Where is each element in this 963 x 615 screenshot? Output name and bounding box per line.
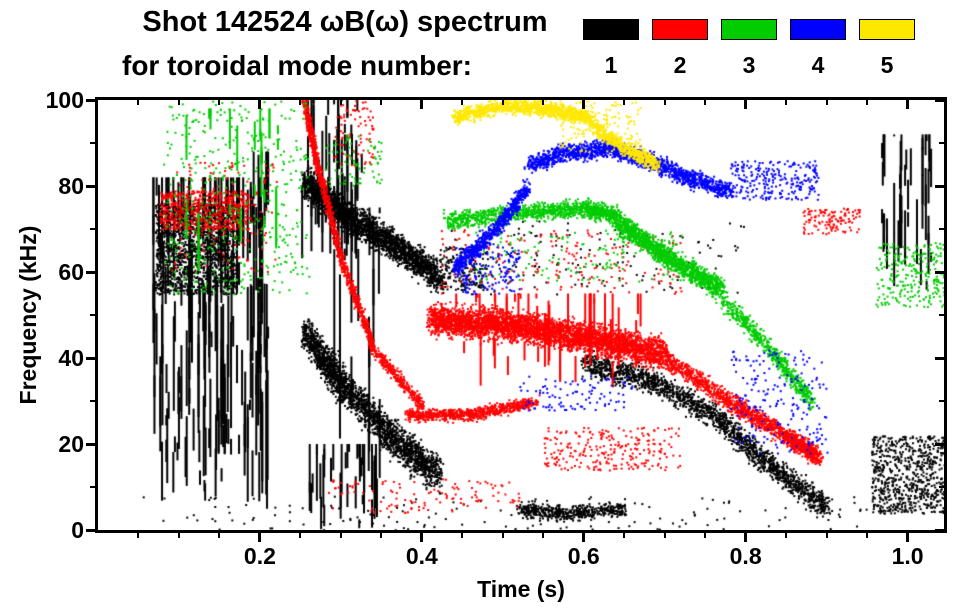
x-minor-tick-bottom [663,533,666,538]
spectrum-canvas [98,100,944,530]
x-minor-tick-bottom [339,533,342,538]
y-major-tick-right [935,528,944,532]
x-major-tick-bottom [906,533,910,542]
y-minor-tick-left [90,228,95,230]
legend-number-2: 2 [673,52,687,78]
y-minor-tick-right [939,314,944,316]
legend-number-3: 3 [742,52,756,78]
x-minor-tick-top [177,100,180,105]
y-major-tick-left [86,184,95,188]
x-minor-tick-bottom [380,533,383,538]
y-major-tick-right [935,442,944,446]
y-tick-label: 0 [71,517,84,543]
x-minor-tick-bottom [623,533,626,538]
x-major-tick-bottom [420,533,424,542]
x-minor-tick-top [501,100,504,105]
y-tick-label: 60 [58,259,84,285]
legend-swatch-4 [790,19,846,40]
x-minor-tick-bottom [137,533,140,538]
y-major-tick-right [935,184,944,188]
y-tick-label: 80 [58,173,84,199]
y-major-tick-left [86,356,95,360]
legend-swatch-3 [721,19,777,40]
y-minor-tick-left [90,486,95,488]
y-major-tick-right [935,356,944,360]
x-minor-tick-bottom [177,533,180,538]
x-major-tick-top [906,100,910,109]
x-minor-tick-top [785,100,788,105]
legend-swatches [583,19,915,40]
legend-number-1: 1 [604,52,618,78]
chart-title: Shot 142524 ωB(ω) spectrum [142,6,548,38]
y-major-tick-right [935,98,944,102]
x-minor-tick-top [623,100,626,105]
x-minor-tick-top [380,100,383,105]
x-minor-tick-bottom [461,533,464,538]
legend-swatch-2 [652,19,708,40]
x-minor-tick-top [704,100,707,105]
y-tick-label: 20 [58,431,84,457]
x-minor-tick-top [866,100,869,105]
y-major-tick-left [86,528,95,532]
x-minor-tick-top [461,100,464,105]
y-major-tick-left [86,442,95,446]
y-tick-label: 100 [45,87,84,113]
x-minor-tick-bottom [785,533,788,538]
x-minor-tick-bottom [542,533,545,538]
x-minor-tick-top [218,100,221,105]
x-minor-tick-top [542,100,545,105]
x-minor-tick-top [137,100,140,105]
x-minor-tick-bottom [501,533,504,538]
x-major-tick-top [420,100,424,109]
y-major-tick-right [935,270,944,274]
y-minor-tick-right [939,400,944,402]
y-tick-label: 40 [58,345,84,371]
x-minor-tick-bottom [704,533,707,538]
legend-number-4: 4 [811,52,825,78]
y-minor-tick-right [939,486,944,488]
x-tick-label: 1.0 [891,543,924,569]
x-major-tick-bottom [258,533,262,542]
x-minor-tick-bottom [218,533,221,538]
y-minor-tick-right [939,228,944,230]
x-major-tick-top [744,100,748,109]
x-minor-tick-bottom [299,533,302,538]
legend-swatch-5 [859,19,915,40]
y-minor-tick-left [90,142,95,144]
x-minor-tick-bottom [866,533,869,538]
x-minor-tick-top [299,100,302,105]
legend-number-5: 5 [880,52,894,78]
x-axis-label: Time (s) [477,576,565,602]
x-major-tick-top [258,100,262,109]
x-tick-label: 0.4 [405,543,438,569]
chart-subtitle: for toroidal mode number: [122,50,472,81]
x-tick-label: 0.8 [729,543,762,569]
x-minor-tick-top [825,100,828,105]
x-minor-tick-bottom [825,533,828,538]
legend-numbers: 1 2 3 4 5 [583,52,915,79]
x-minor-tick-top [663,100,666,105]
x-tick-label: 0.2 [243,543,276,569]
y-major-tick-left [86,98,95,102]
y-minor-tick-left [90,314,95,316]
x-major-tick-bottom [744,533,748,542]
y-axis-label: Frequency (kHz) [15,225,41,405]
y-minor-tick-right [939,142,944,144]
legend-swatch-1 [583,19,639,40]
x-major-tick-top [582,100,586,109]
x-tick-label: 0.6 [567,543,600,569]
x-minor-tick-top [339,100,342,105]
y-minor-tick-left [90,400,95,402]
y-major-tick-left [86,270,95,274]
x-major-tick-bottom [582,533,586,542]
